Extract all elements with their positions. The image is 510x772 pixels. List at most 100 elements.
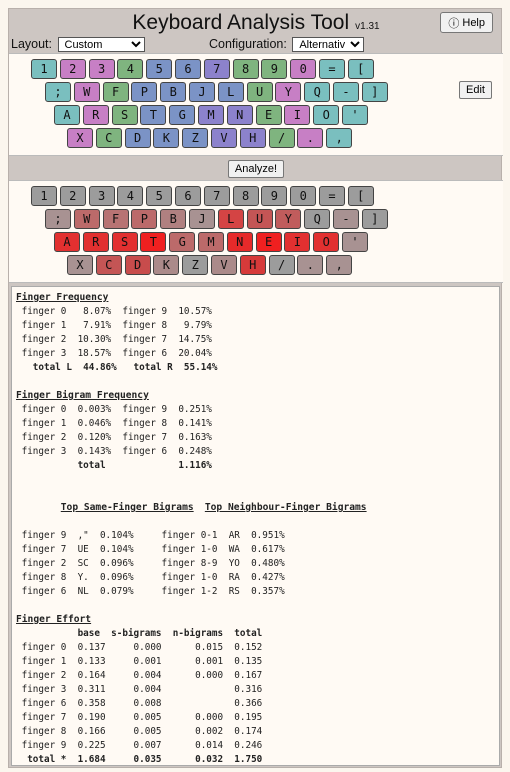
info-icon: ⓘ xyxy=(448,17,460,30)
layout-key[interactable]: . xyxy=(297,128,324,148)
layout-key[interactable]: 2 xyxy=(59,59,86,79)
heatmap-key: S xyxy=(111,232,138,252)
layout-key[interactable]: 3 xyxy=(88,59,115,79)
layout-key[interactable]: K xyxy=(153,128,180,148)
finger-effort-title: Finger Effort xyxy=(16,614,92,625)
heatmap-key: 9 xyxy=(261,186,288,206)
finger-effort-header: base s-bigrams n-bigrams total xyxy=(16,628,263,639)
heatmap-key: N xyxy=(226,232,253,252)
layout-key[interactable]: E xyxy=(255,105,282,125)
edit-button[interactable]: Edit xyxy=(459,81,492,99)
layout-key[interactable]: C xyxy=(95,128,122,148)
finger-frequency-table: finger 0 8.07% finger 9 10.57% finger 1 … xyxy=(21,306,212,359)
layout-key[interactable]: H xyxy=(239,128,266,148)
layout-key[interactable]: I xyxy=(284,105,311,125)
layout-key[interactable]: B xyxy=(160,82,187,102)
layout-key[interactable]: D xyxy=(124,128,151,148)
finger-frequency-total: total L 44.86% total R 55.14% xyxy=(16,362,218,373)
finger-effort-table: finger 0 0.137 0.000 0.015 0.152 finger … xyxy=(21,642,263,751)
heatmap-key: 6 xyxy=(175,186,201,206)
same-finger-title: Top Same-Finger Bigrams xyxy=(60,502,194,513)
layout-keyboard: Edit 1 2 3 4 5 6 7 8 9 0 =[; W F P B J L U Y Q -] A R S T G M N E I O '… xyxy=(9,53,503,156)
layout-key[interactable]: J xyxy=(189,82,215,102)
heatmap-key: L xyxy=(217,209,244,229)
layout-key[interactable]: L xyxy=(217,82,244,102)
layout-key[interactable]: = xyxy=(319,59,345,79)
layout-key[interactable]: 6 xyxy=(175,59,201,79)
heatmap-key: T xyxy=(140,232,167,252)
layout-key[interactable]: - xyxy=(333,82,359,102)
heatmap-key: = xyxy=(319,186,345,206)
heatmap-key: Q xyxy=(304,209,331,229)
layout-key[interactable]: 5 xyxy=(146,59,173,79)
layout-key[interactable]: P xyxy=(131,82,158,102)
heatmap-key: 4 xyxy=(117,186,144,206)
heatmap-key: 5 xyxy=(146,186,173,206)
layout-label: Layout: xyxy=(11,37,53,51)
heatmap-key: J xyxy=(189,209,215,229)
finger-bigram-title: Finger Bigram Frequency xyxy=(16,390,149,401)
layout-key[interactable]: ; xyxy=(45,82,71,102)
heatmap-key: E xyxy=(255,232,282,252)
layout-key[interactable]: 8 xyxy=(232,59,259,79)
neighbour-finger-title: Top Neighbour-Finger Bigrams xyxy=(204,502,367,513)
layout-key[interactable]: F xyxy=(102,82,129,102)
heatmap-key: [ xyxy=(347,186,374,206)
layout-key[interactable]: ] xyxy=(361,82,388,102)
layout-key[interactable]: M xyxy=(198,105,224,125)
help-label: Help xyxy=(462,16,485,29)
layout-key[interactable]: 1 xyxy=(31,59,57,79)
layout-key[interactable]: ' xyxy=(342,105,368,125)
layout-key[interactable]: 7 xyxy=(203,59,230,79)
layout-key[interactable]: R xyxy=(82,105,109,125)
heatmap-key: 3 xyxy=(88,186,115,206)
layout-key[interactable]: T xyxy=(140,105,167,125)
layout-key[interactable]: Z xyxy=(182,128,209,148)
layout-key[interactable]: , xyxy=(326,128,353,148)
finger-effort-total: total * 1.684 0.035 0.032 1.750 xyxy=(16,754,263,765)
heatmap-key: ] xyxy=(361,209,388,229)
heatmap-key: F xyxy=(102,209,129,229)
layout-key[interactable]: N xyxy=(226,105,253,125)
heatmap-key: Z xyxy=(182,255,209,275)
layout-key[interactable]: 9 xyxy=(261,59,288,79)
layout-key[interactable]: G xyxy=(169,105,196,125)
heatmap-key: X xyxy=(67,255,93,275)
heatmap-key: W xyxy=(73,209,100,229)
layout-key[interactable]: S xyxy=(111,105,138,125)
heatmap-key: 8 xyxy=(232,186,259,206)
layout-key[interactable]: O xyxy=(313,105,340,125)
help-button[interactable]: ⓘ Help xyxy=(440,12,493,33)
analyze-bar: Analyze! xyxy=(9,158,503,178)
layout-key[interactable]: W xyxy=(73,82,100,102)
finger-bigram-table: finger 0 0.003% finger 9 0.251% finger 1… xyxy=(21,404,212,457)
page-title: Keyboard Analysis Tool v1.31 xyxy=(9,11,503,35)
layout-key[interactable]: 0 xyxy=(290,59,317,79)
heatmap-key: C xyxy=(95,255,122,275)
heatmap-key: A xyxy=(54,232,80,252)
heatmap-key: Y xyxy=(275,209,302,229)
layout-select[interactable]: Custom xyxy=(57,37,145,52)
configuration-select[interactable]: Alternative xyxy=(292,37,365,52)
heatmap-key: I xyxy=(284,232,311,252)
layout-key[interactable]: Y xyxy=(275,82,302,102)
heatmap-key: 2 xyxy=(59,186,86,206)
stats-panel: Finger Frequency finger 0 8.07% finger 9… xyxy=(11,286,500,766)
heatmap-key: V xyxy=(211,255,237,275)
layout-key[interactable]: A xyxy=(54,105,80,125)
app-frame: Keyboard Analysis Tool v1.31 ⓘ Help Layou… xyxy=(8,8,503,768)
configuration-control: Configuration: Alternative xyxy=(209,37,365,52)
finger-effort-section: Finger Effort base s-bigrams n-bigrams t… xyxy=(16,613,495,767)
heatmap-key: 1 xyxy=(31,186,57,206)
layout-key[interactable]: X xyxy=(67,128,93,148)
analyze-button[interactable]: Analyze! xyxy=(227,160,285,178)
heatmap-key: , xyxy=(326,255,353,275)
layout-key[interactable]: 4 xyxy=(117,59,144,79)
layout-key[interactable]: V xyxy=(211,128,237,148)
layout-key[interactable]: Q xyxy=(304,82,331,102)
heatmap-key: / xyxy=(268,255,295,275)
heatmap-key: P xyxy=(131,209,158,229)
layout-key[interactable]: [ xyxy=(347,59,374,79)
layout-key[interactable]: U xyxy=(246,82,273,102)
layout-key[interactable]: / xyxy=(268,128,295,148)
